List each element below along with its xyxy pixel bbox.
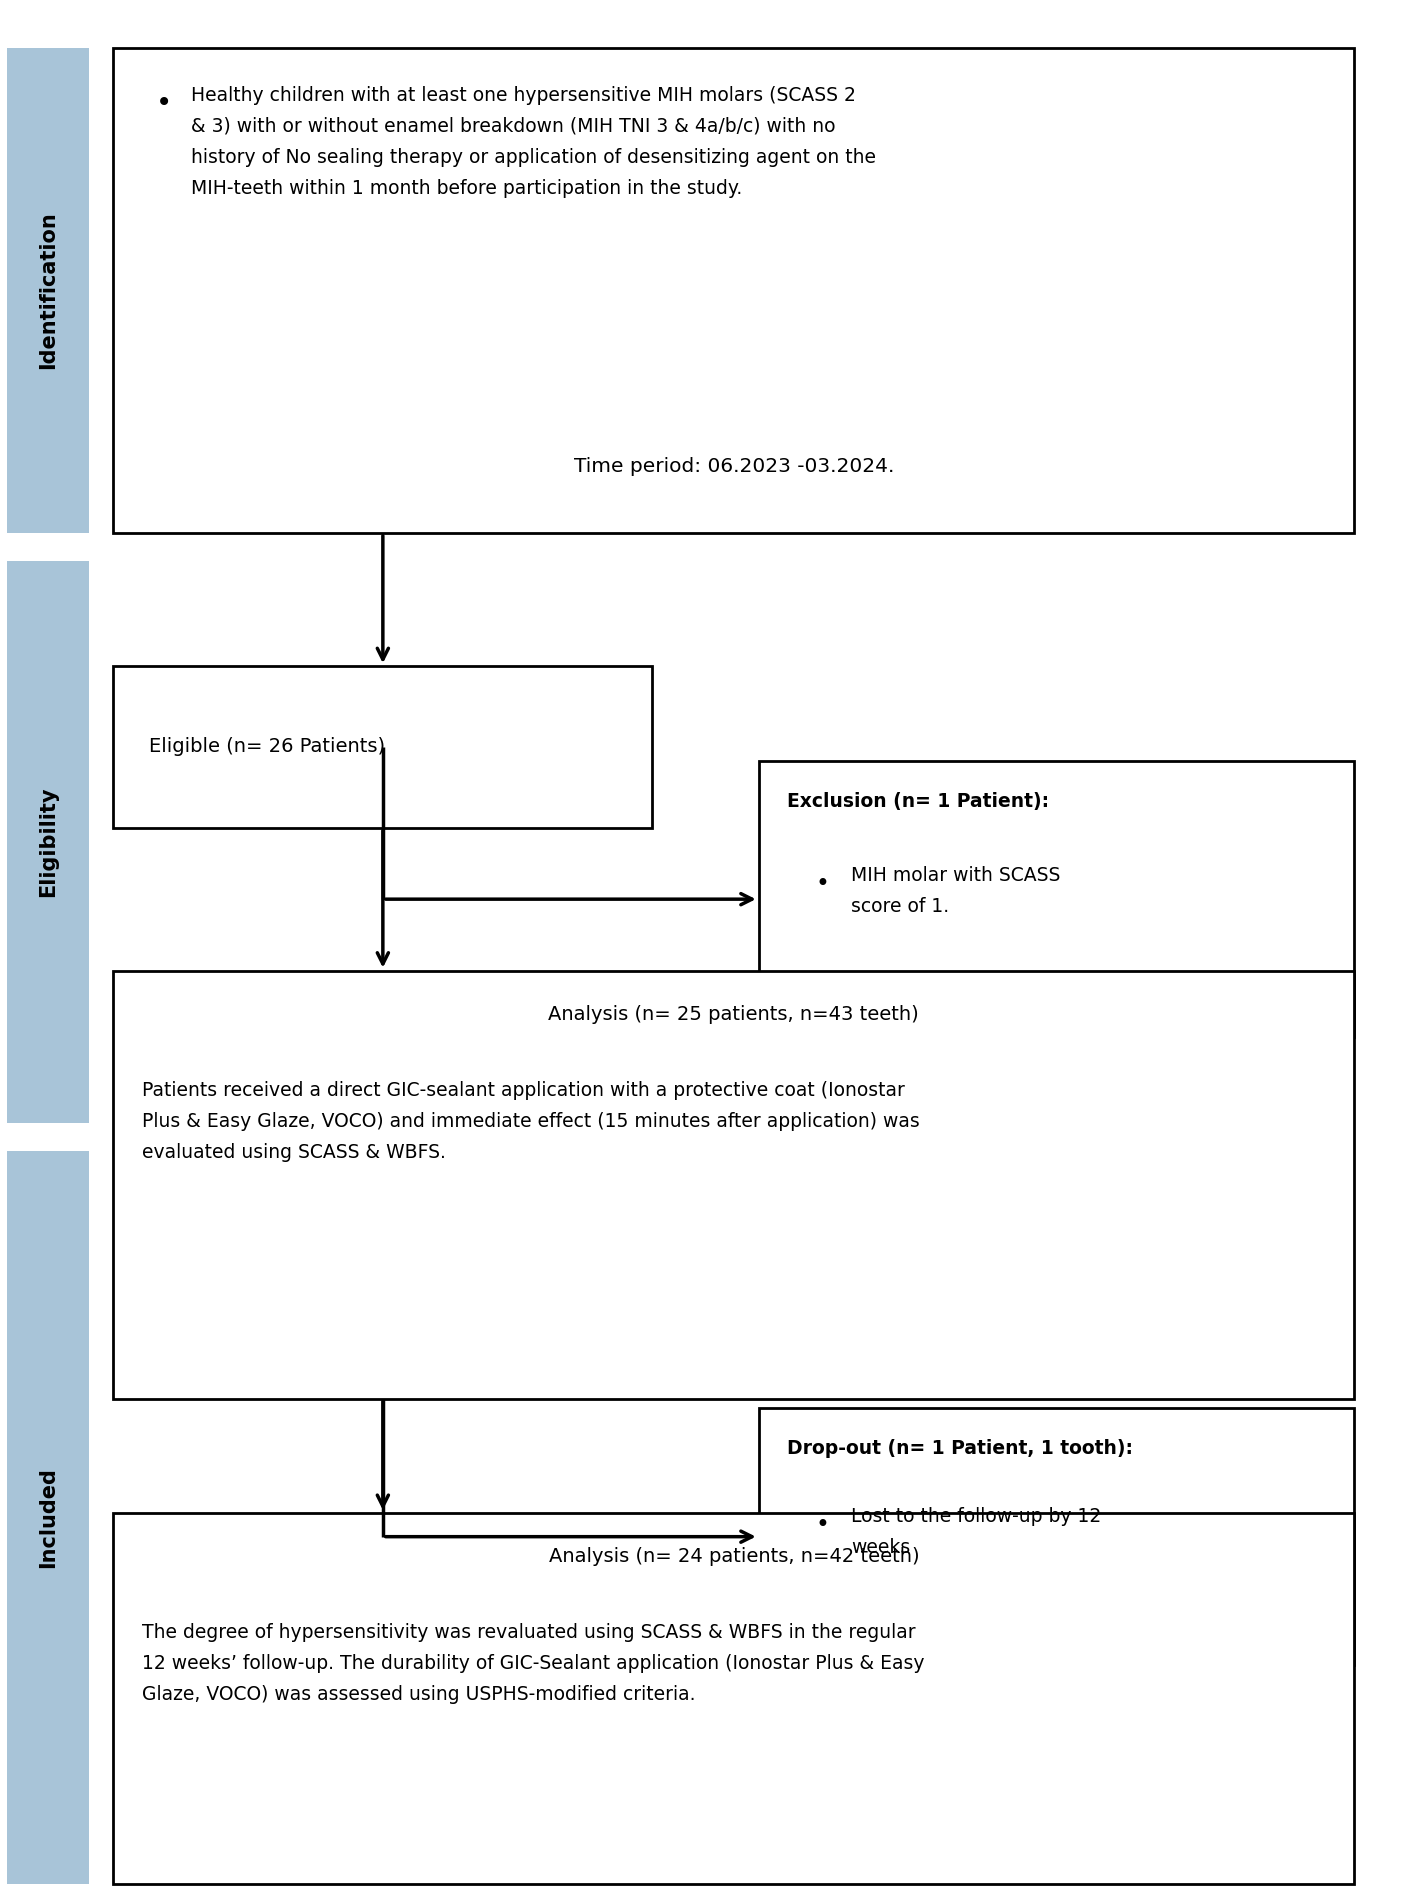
Text: Time period: 06.2023 -03.2024.: Time period: 06.2023 -03.2024. bbox=[574, 457, 893, 476]
Text: Eligible (n= 26 Patients): Eligible (n= 26 Patients) bbox=[149, 738, 386, 755]
FancyBboxPatch shape bbox=[113, 1513, 1354, 1884]
Text: Eligibility: Eligibility bbox=[38, 786, 58, 898]
FancyBboxPatch shape bbox=[759, 761, 1354, 1037]
Text: MIH molar with SCASS
score of 1.: MIH molar with SCASS score of 1. bbox=[851, 866, 1061, 915]
Text: Drop-out (n= 1 Patient, 1 tooth):: Drop-out (n= 1 Patient, 1 tooth): bbox=[787, 1439, 1133, 1458]
FancyBboxPatch shape bbox=[113, 48, 1354, 533]
Text: •: • bbox=[815, 872, 830, 896]
FancyBboxPatch shape bbox=[7, 1151, 89, 1884]
FancyBboxPatch shape bbox=[7, 48, 89, 533]
Text: Patients received a direct GIC-sealant application with a protective coat (Ionos: Patients received a direct GIC-sealant a… bbox=[142, 1081, 919, 1163]
Text: Analysis (n= 25 patients, n=43 teeth): Analysis (n= 25 patients, n=43 teeth) bbox=[549, 1005, 919, 1024]
Text: •: • bbox=[156, 89, 172, 118]
Text: Identification: Identification bbox=[38, 211, 58, 369]
FancyBboxPatch shape bbox=[7, 561, 89, 1123]
FancyBboxPatch shape bbox=[113, 666, 652, 828]
Text: Included: Included bbox=[38, 1467, 58, 1568]
Text: Analysis (n= 24 patients, n=42 teeth): Analysis (n= 24 patients, n=42 teeth) bbox=[549, 1547, 919, 1566]
Text: Lost to the follow-up by 12
weeks: Lost to the follow-up by 12 weeks bbox=[851, 1507, 1100, 1557]
Text: The degree of hypersensitivity was revaluated using SCASS & WBFS in the regular
: The degree of hypersensitivity was reval… bbox=[142, 1623, 925, 1705]
FancyBboxPatch shape bbox=[113, 971, 1354, 1399]
Text: Healthy children with at least one hypersensitive MIH molars (SCASS 2
& 3) with : Healthy children with at least one hyper… bbox=[191, 86, 876, 198]
Text: Exclusion (n= 1 Patient):: Exclusion (n= 1 Patient): bbox=[787, 792, 1049, 811]
FancyBboxPatch shape bbox=[759, 1408, 1354, 1665]
Text: •: • bbox=[815, 1513, 830, 1538]
